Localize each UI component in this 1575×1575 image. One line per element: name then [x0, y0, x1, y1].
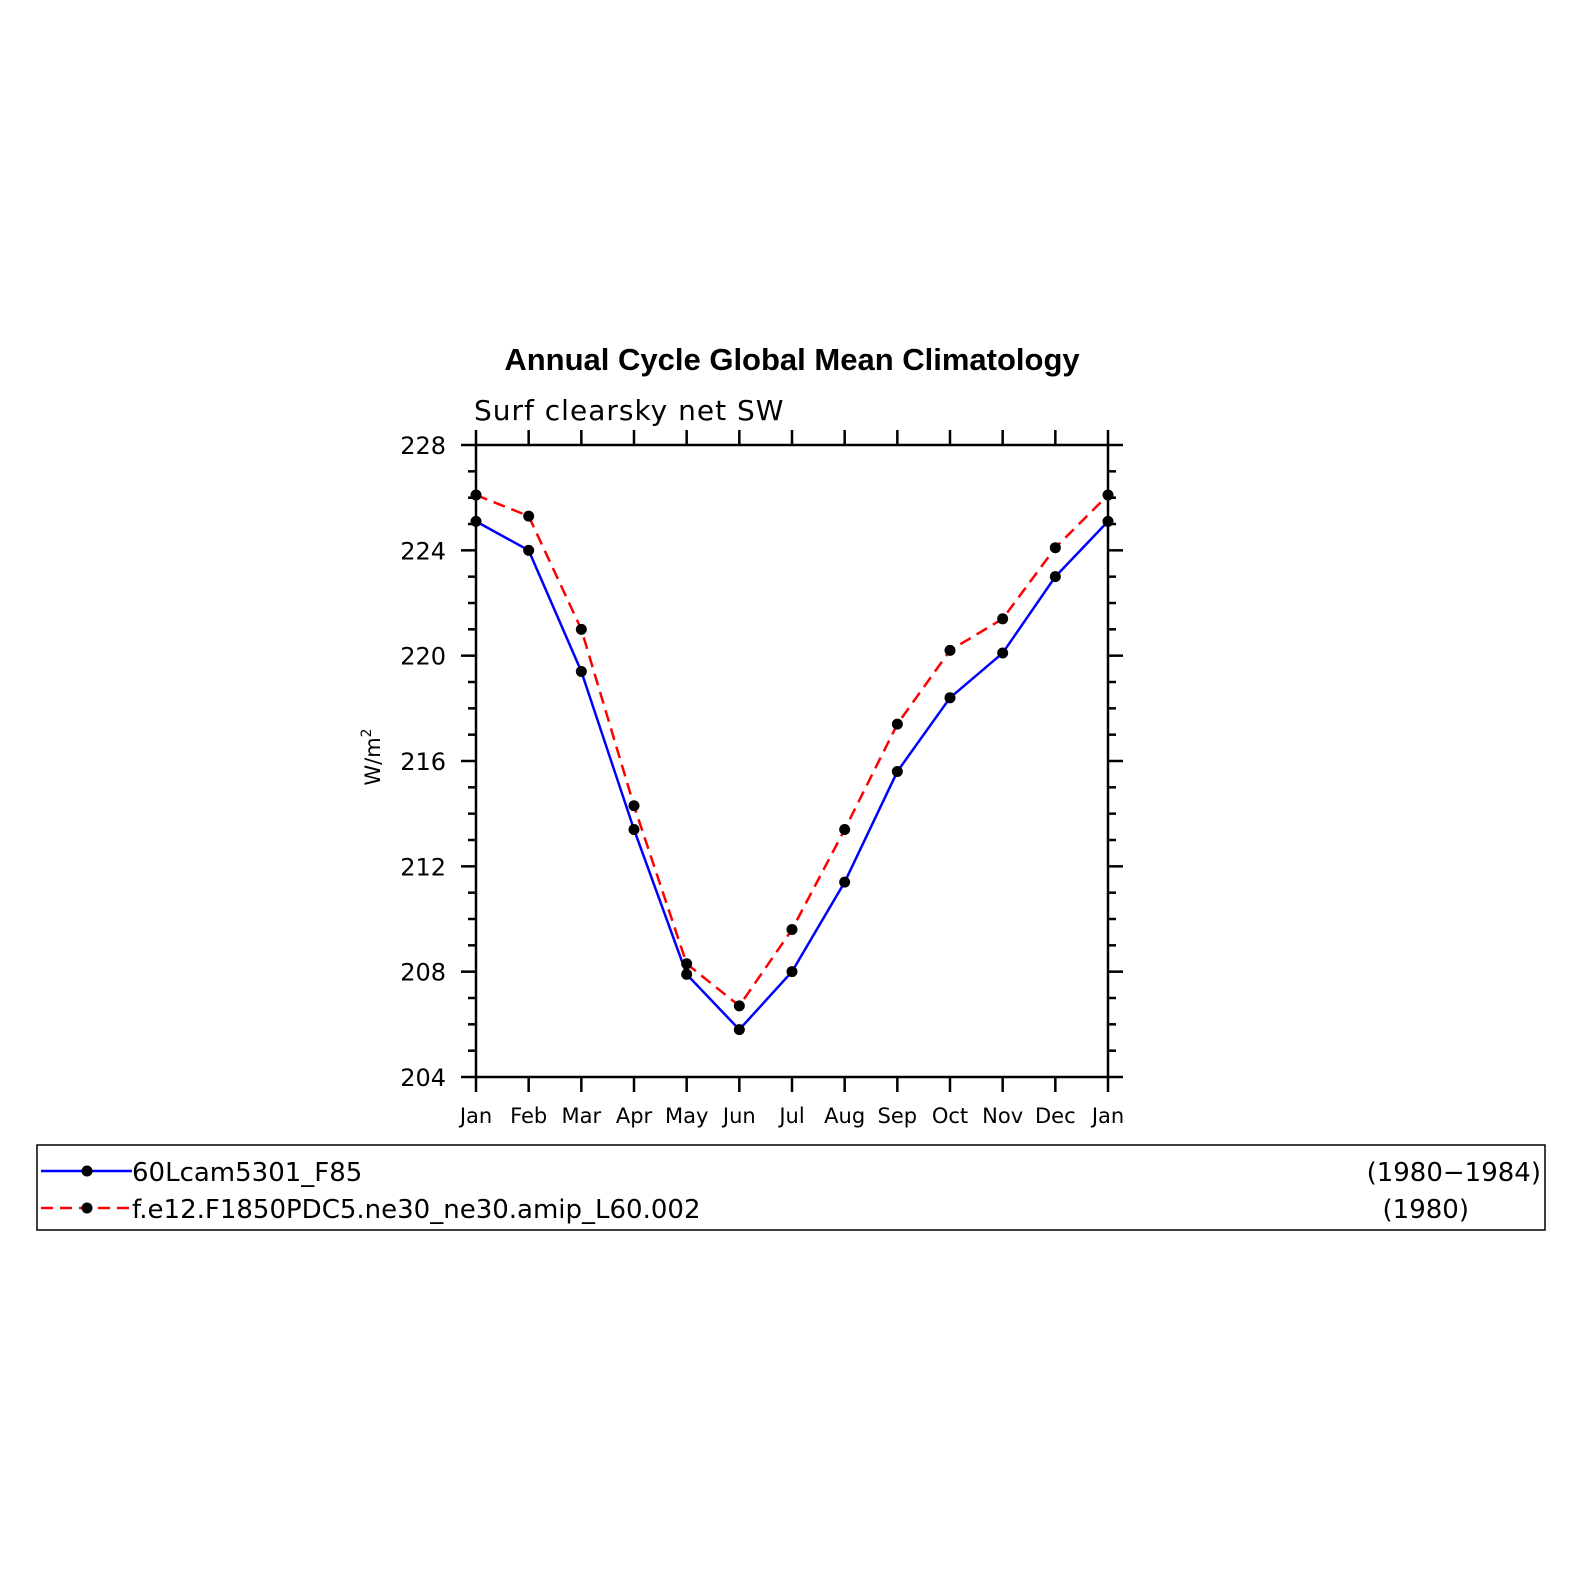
- y-axis-label: W/m2: [359, 728, 385, 785]
- chart-subtitle: Surf clearsky net SW: [474, 394, 784, 427]
- x-tick-label: Jun: [721, 1104, 756, 1128]
- legend-swatch-marker: [81, 1202, 93, 1214]
- x-tick-label: Jan: [458, 1104, 492, 1128]
- legend-series-name: f.e12.F1850PDC5.ne30_ne30.amip_L60.002: [132, 1195, 700, 1225]
- series-1-point: [997, 647, 1009, 659]
- svg-text:W/m2: W/m2: [359, 728, 385, 785]
- y-tick-label: 224: [400, 537, 446, 565]
- series-2-point: [891, 718, 903, 730]
- y-axis-label-unit: W/m: [361, 737, 385, 785]
- y-tick-label: 220: [400, 643, 446, 671]
- y-axis-label-superscript: 2: [359, 728, 375, 737]
- x-tick-label: Feb: [510, 1104, 547, 1128]
- y-tick-label: 216: [400, 748, 446, 776]
- series-layer: [470, 489, 1114, 1036]
- x-tick-label: Mar: [562, 1104, 602, 1128]
- y-tick-label: 208: [400, 959, 446, 987]
- series-2-point: [628, 800, 640, 812]
- x-tick-label: Jul: [777, 1104, 804, 1128]
- series-1-point: [1049, 571, 1061, 583]
- series-2-point: [575, 623, 587, 635]
- series-1-point: [523, 544, 535, 556]
- legend-series-period: (1980−1984): [1367, 1158, 1541, 1188]
- series-1-point: [628, 823, 640, 835]
- series-1-point: [733, 1024, 745, 1036]
- legend-frame: [36, 1144, 1546, 1231]
- series-1-point: [944, 692, 956, 704]
- series-1-point: [575, 665, 587, 677]
- series-1-point: [891, 766, 903, 778]
- legend-series-period: (1980): [1383, 1195, 1469, 1225]
- series-1-point: [839, 876, 851, 888]
- x-tick-label: May: [665, 1104, 708, 1128]
- y-tick-label: 212: [400, 853, 446, 881]
- x-tick-label: Nov: [982, 1104, 1023, 1128]
- x-tick-label: Apr: [616, 1104, 653, 1128]
- series-2-point: [944, 644, 956, 656]
- series-2-point: [997, 613, 1009, 625]
- series-2-point: [681, 958, 693, 970]
- series-2-point: [786, 924, 798, 936]
- series-2-point: [1049, 542, 1061, 554]
- x-tick-label: Jan: [1090, 1104, 1124, 1128]
- x-tick-label: Sep: [878, 1104, 918, 1128]
- series-2-point: [733, 1000, 745, 1012]
- series-1-point: [681, 968, 693, 980]
- x-tick-labels: Jan Feb Mar Apr May Jun Jul Aug Sep Oct Nov Dec Jan: [458, 1104, 1124, 1128]
- y-tick-label: 228: [400, 432, 446, 460]
- x-tick-label: Dec: [1035, 1104, 1076, 1128]
- series-2-point: [523, 510, 535, 522]
- x-tick-label: Aug: [824, 1104, 865, 1128]
- chart-title: Annual Cycle Global Mean Climatology: [504, 342, 1080, 377]
- axis-ticks: [461, 430, 1123, 1092]
- series-2-point: [839, 823, 851, 835]
- plot-frame: [474, 443, 1110, 1079]
- y-tick-label: 204: [400, 1064, 446, 1092]
- y-tick-labels: 204 208 212 216 220 224 228: [400, 432, 446, 1092]
- legend: 60Lcam5301_F85 (1980−1984) f.e12.F1850PDC5…: [36, 1144, 1546, 1231]
- legend-series-name: 60Lcam5301_F85: [132, 1158, 362, 1188]
- series-1-point: [786, 966, 798, 978]
- x-tick-label: Oct: [932, 1104, 968, 1128]
- legend-swatch-marker: [81, 1165, 93, 1177]
- series-line-1: [475, 520, 1109, 1032]
